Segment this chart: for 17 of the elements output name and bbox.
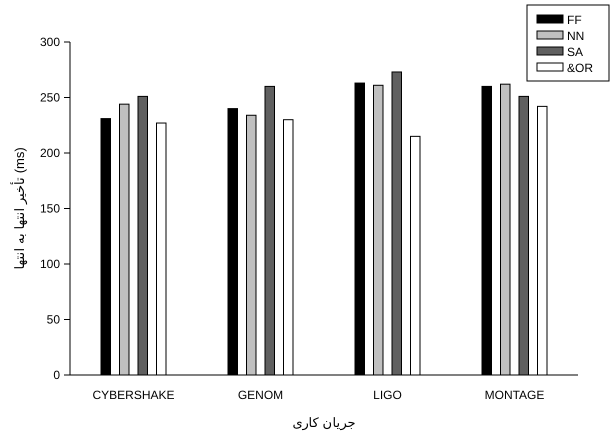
y-tick-label: 300 bbox=[40, 35, 60, 49]
legend-label: NN bbox=[567, 29, 584, 43]
y-tick-label: 50 bbox=[46, 312, 60, 326]
y-tick-label: 200 bbox=[40, 146, 60, 160]
x-axis-title: جریان کاری bbox=[292, 415, 356, 431]
y-tick-label: 0 bbox=[53, 368, 60, 382]
y-tick-label: 150 bbox=[40, 202, 60, 216]
x-tick-label: CYBERSHAKE bbox=[92, 388, 175, 402]
legend-label: FF bbox=[567, 13, 582, 27]
y-tick-label: 100 bbox=[40, 257, 60, 271]
x-tick-label: MONTAGE bbox=[484, 388, 544, 402]
legend-label: SA bbox=[567, 45, 584, 59]
y-tick-label: 250 bbox=[40, 90, 60, 104]
legend-label: &OR bbox=[567, 61, 594, 75]
y-axis-title: تأخیر انتها به انتها (ms) bbox=[10, 147, 28, 270]
x-tick-label: GENOM bbox=[238, 388, 284, 402]
x-tick-label: LIGO bbox=[373, 388, 402, 402]
